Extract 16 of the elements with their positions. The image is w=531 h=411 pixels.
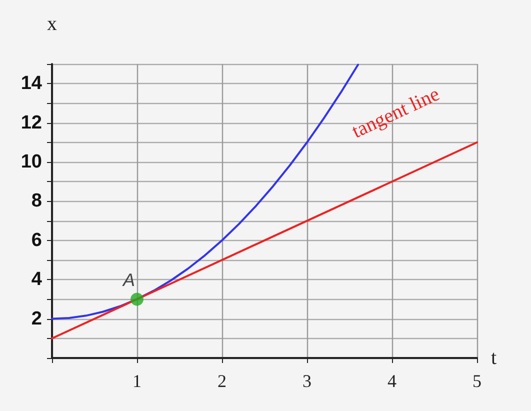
x-axis-title: t: [491, 347, 497, 369]
y-tick-label: 4: [31, 269, 42, 290]
x-tick-label: 5: [472, 371, 482, 391]
y-tick-label: 10: [20, 152, 42, 172]
y-tick-label: 2: [31, 308, 42, 330]
y-axis-title: x: [47, 13, 57, 35]
y-tick-label: 8: [31, 190, 42, 212]
annotation: tangent line: [348, 83, 444, 143]
x-tick-label: 3: [302, 371, 312, 391]
x-tick-label: 4: [388, 371, 396, 391]
y-tick-label: 6: [31, 230, 42, 251]
y-tick-label: 12: [20, 112, 42, 134]
annotation: A: [122, 270, 136, 290]
x-tick-label: 1: [132, 371, 142, 391]
y-tick-label: 14: [20, 73, 42, 94]
x-tick-label: 2: [218, 371, 226, 391]
